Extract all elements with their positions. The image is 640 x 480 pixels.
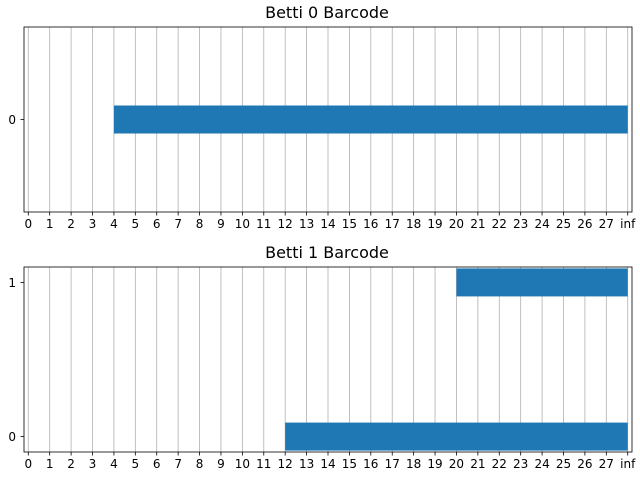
betti-1-barcode-panel: Betti 1 Barcode 0 1 2 3 4 5 6 7 8 9 10 11 12 13 14 15 16…: [8, 243, 636, 471]
y-tick-label: 0: [8, 113, 16, 127]
x-tick-label: 25: [556, 217, 571, 231]
x-tick-label: 1: [46, 457, 54, 471]
x-tick-label: 18: [406, 217, 421, 231]
x-tick-label: 10: [235, 457, 250, 471]
x-tick-label: 9: [217, 457, 225, 471]
x-tick-label: 19: [427, 217, 442, 231]
x-tick-label: 4: [110, 217, 118, 231]
x-tick-label: 22: [492, 457, 507, 471]
x-tick-label: 22: [492, 217, 507, 231]
x-tick-label: 2: [67, 217, 75, 231]
x-tick-label: 7: [174, 457, 182, 471]
x-tick-label: 9: [217, 217, 225, 231]
x-tick-label: 15: [342, 217, 357, 231]
x-tick-label: 23: [513, 457, 528, 471]
x-tick-label: 3: [89, 457, 97, 471]
x-tick-label: 12: [278, 217, 293, 231]
x-tick-label: 17: [385, 457, 400, 471]
x-tick-label: 20: [449, 217, 464, 231]
chart-title-betti-1: Betti 1 Barcode: [265, 243, 389, 262]
x-tick-label: 27: [599, 217, 614, 231]
x-tick-label: 6: [153, 457, 161, 471]
x-tick-label: 13: [299, 457, 314, 471]
x-tick-label: 20: [449, 457, 464, 471]
x-tick-label: 25: [556, 457, 571, 471]
x-tick-label: 5: [132, 457, 140, 471]
x-tick-label: 27: [599, 457, 614, 471]
x-tick-label: 8: [196, 217, 204, 231]
chart-title-betti-0: Betti 0 Barcode: [265, 3, 389, 22]
x-tick-label: 23: [513, 217, 528, 231]
x-tick-label: 11: [256, 457, 271, 471]
x-tick-label: 7: [174, 217, 182, 231]
x-tick-label: 24: [534, 217, 549, 231]
x-tick-label: inf: [620, 457, 636, 471]
x-tick-label: 26: [577, 217, 592, 231]
barcode-bar: [113, 105, 628, 134]
x-tick-label: 21: [470, 217, 485, 231]
x-tick-label: 21: [470, 457, 485, 471]
x-tick-label: 6: [153, 217, 161, 231]
x-tick-label: 14: [320, 217, 335, 231]
x-tick-label: 15: [342, 457, 357, 471]
x-tick-label: 0: [24, 217, 32, 231]
x-tick-label: 16: [363, 217, 378, 231]
y-tick-label: 1: [8, 276, 16, 290]
x-tick-label: 3: [89, 217, 97, 231]
x-tick-label: 19: [427, 457, 442, 471]
x-tick-label: 8: [196, 457, 204, 471]
x-tick-label: 16: [363, 457, 378, 471]
x-tick-label: 24: [534, 457, 549, 471]
y-tick-label: 0: [8, 430, 16, 444]
x-tick-label: 14: [320, 457, 335, 471]
x-tick-label: 26: [577, 457, 592, 471]
x-tick-label: 13: [299, 217, 314, 231]
x-tick-label: 18: [406, 457, 421, 471]
x-tick-label: 12: [278, 457, 293, 471]
barcode-bar: [456, 268, 628, 297]
x-tick-label: 1: [46, 217, 54, 231]
betti-0-barcode-panel: Betti 0 Barcode 0 1 2 3 4 5 6 7 8 9 10 11 12 13 14 15 16…: [8, 3, 636, 231]
barcode-bar: [285, 422, 628, 451]
x-tick-label: 5: [132, 217, 140, 231]
x-tick-label: 11: [256, 217, 271, 231]
x-tick-label: inf: [620, 217, 636, 231]
x-tick-label: 17: [385, 217, 400, 231]
x-tick-label: 0: [24, 457, 32, 471]
x-tick-label: 4: [110, 457, 118, 471]
x-tick-label: 2: [67, 457, 75, 471]
x-tick-label: 10: [235, 217, 250, 231]
